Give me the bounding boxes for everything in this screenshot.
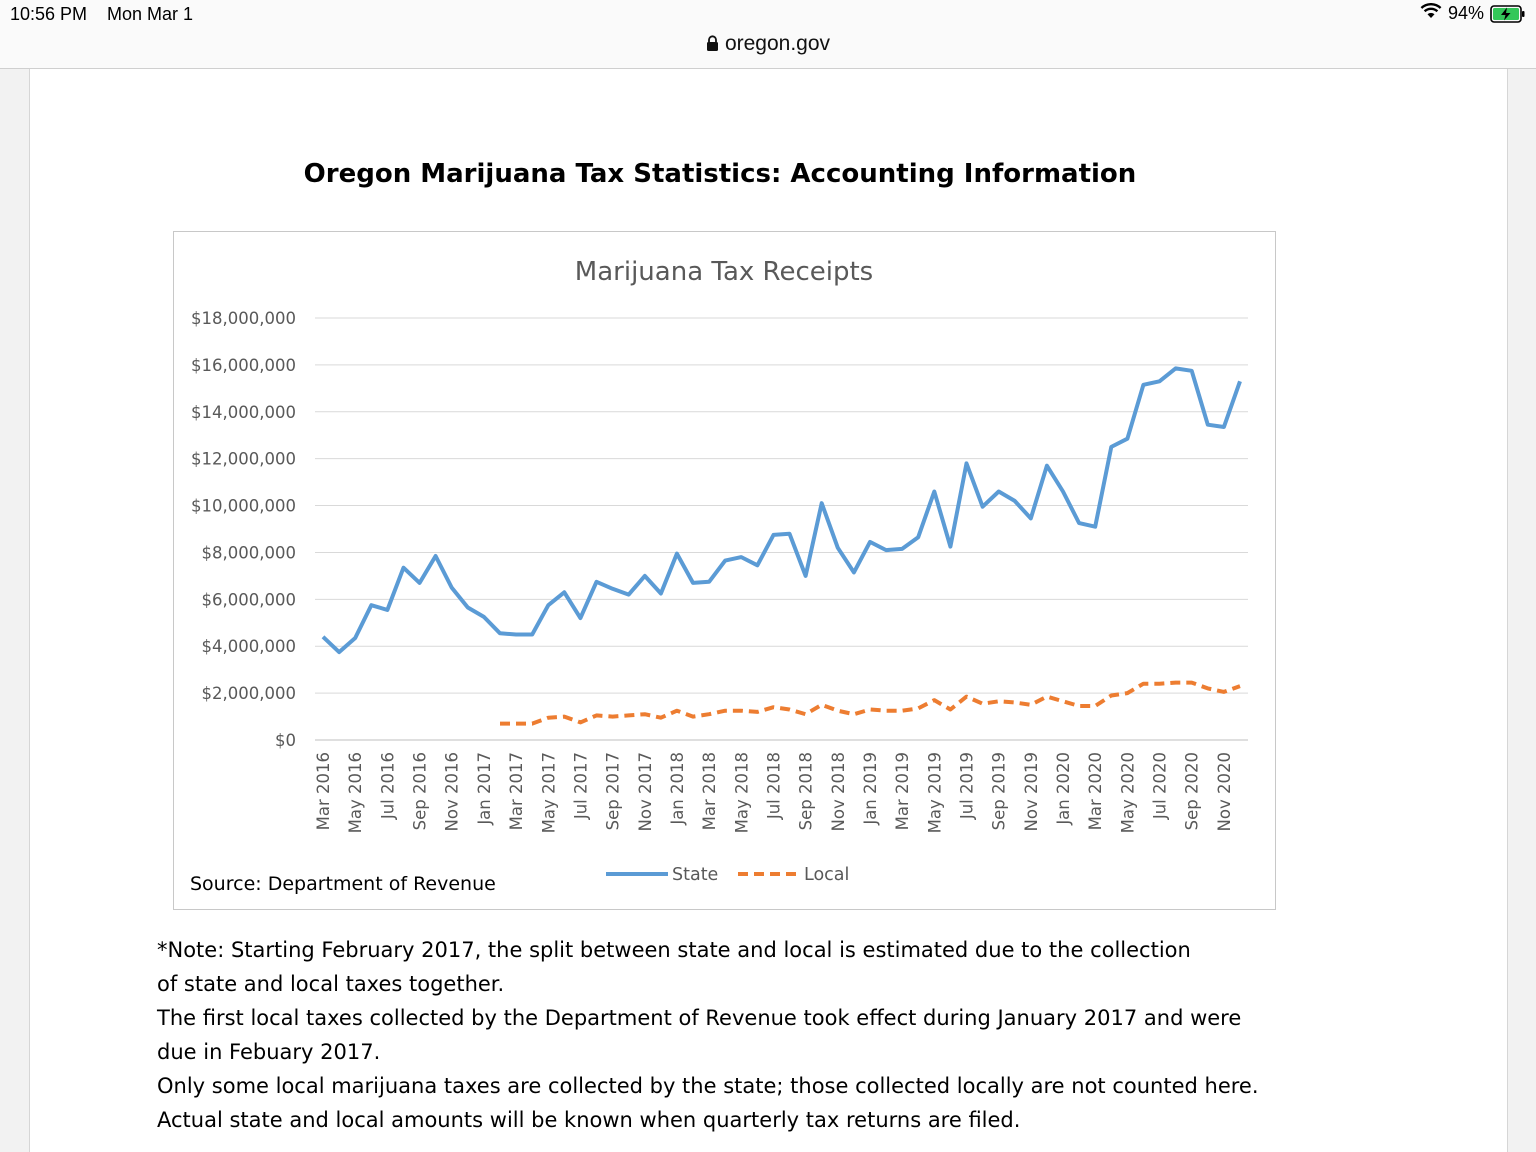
x-tick-label: Sep 2020 xyxy=(1183,752,1202,830)
series-line-local xyxy=(500,680,1241,726)
note-line: due in Febuary 2017. xyxy=(157,1040,381,1064)
x-tick-label: Mar 2018 xyxy=(700,752,719,830)
y-tick-label: $4,000,000 xyxy=(202,637,296,656)
chart-source: Source: Department of Revenue xyxy=(190,873,496,895)
status-indicators: 94% xyxy=(1420,3,1526,24)
x-tick-label: Jan 2018 xyxy=(668,752,687,826)
x-tick-label: Sep 2017 xyxy=(604,752,623,830)
y-tick-label: $10,000,000 xyxy=(191,497,296,516)
x-tick-label: May 2017 xyxy=(539,752,558,833)
x-tick-label: Nov 2017 xyxy=(636,752,655,831)
x-tick-label: Sep 2016 xyxy=(411,752,430,830)
x-tick-label: Mar 2016 xyxy=(314,752,333,830)
y-tick-label: $0 xyxy=(275,731,296,750)
x-tick-label: Nov 2018 xyxy=(829,752,848,831)
legend-label-state: State xyxy=(672,865,718,885)
chart-title: Marijuana Tax Receipts xyxy=(575,257,873,287)
x-tick-label: Nov 2020 xyxy=(1215,752,1234,831)
x-tick-label: Jul 2019 xyxy=(957,752,976,820)
status-time: 10:56 PM xyxy=(10,4,88,24)
x-tick-label: Jul 2017 xyxy=(571,752,590,820)
page-title: Oregon Marijuana Tax Statistics: Account… xyxy=(303,159,1137,189)
wifi-icon xyxy=(1420,3,1442,24)
y-tick-label: $12,000,000 xyxy=(191,450,296,469)
url-text: oregon.gov xyxy=(724,32,831,55)
x-tick-label: Sep 2018 xyxy=(797,752,816,830)
y-tick-label: $16,000,000 xyxy=(191,356,296,375)
note-line: Only some local marijuana taxes are coll… xyxy=(157,1074,1259,1098)
x-tick-label: May 2018 xyxy=(732,752,751,833)
y-tick-label: $18,000,000 xyxy=(191,309,296,328)
x-tick-label: May 2016 xyxy=(346,752,365,833)
battery-percent: 94% xyxy=(1447,3,1484,23)
notes-section: *Note: Starting February 2017, the split… xyxy=(157,933,1297,1137)
legend-label-local: Local xyxy=(804,865,849,885)
y-tick-label: $8,000,000 xyxy=(202,543,296,562)
x-tick-label: Jul 2020 xyxy=(1151,752,1170,820)
battery-charging-icon xyxy=(1490,4,1526,23)
note-line: *Note: Starting February 2017, the split… xyxy=(157,938,1191,962)
x-tick-label: May 2020 xyxy=(1118,752,1137,833)
note-line: Actual state and local amounts will be k… xyxy=(157,1108,1021,1132)
x-tick-label: Jul 2016 xyxy=(378,752,397,820)
series-line-state xyxy=(321,366,1242,655)
x-tick-label: Jul 2018 xyxy=(764,752,783,820)
x-tick-label: Jan 2017 xyxy=(475,752,494,826)
chart-container: Marijuana Tax Receipts $0 $2,000,000 $4,000… xyxy=(173,231,1276,910)
x-tick-label: Mar 2017 xyxy=(507,752,526,830)
x-tick-label: Nov 2016 xyxy=(443,752,462,831)
note-line: of state and local taxes together. xyxy=(157,972,505,996)
x-tick-label: Jan 2019 xyxy=(861,752,880,826)
ios-status-bar: 10:56 PM Mon Mar 1 94% oregon.gov xyxy=(0,0,1536,69)
x-tick-label: Sep 2019 xyxy=(990,752,1009,830)
note-line: The first local taxes collected by the D… xyxy=(157,1006,1242,1030)
y-tick-label: $14,000,000 xyxy=(191,403,296,422)
x-tick-label: Nov 2019 xyxy=(1022,752,1041,831)
document-page: Oregon Marijuana Tax Statistics: Account… xyxy=(29,69,1508,1152)
address-bar[interactable]: oregon.gov xyxy=(0,32,1536,58)
tax-receipts-chart: Marijuana Tax Receipts $0 $2,000,000 $4,000… xyxy=(190,257,1248,895)
x-tick-label: Mar 2019 xyxy=(893,752,912,830)
y-tick-label: $2,000,000 xyxy=(202,684,296,703)
x-tick-label: Jan 2020 xyxy=(1054,752,1073,826)
lock-icon xyxy=(706,34,719,58)
y-tick-label: $6,000,000 xyxy=(202,590,296,609)
status-date: Mon Mar 1 xyxy=(107,4,194,24)
x-tick-label: May 2019 xyxy=(925,752,944,833)
x-tick-label: Mar 2020 xyxy=(1086,752,1105,830)
